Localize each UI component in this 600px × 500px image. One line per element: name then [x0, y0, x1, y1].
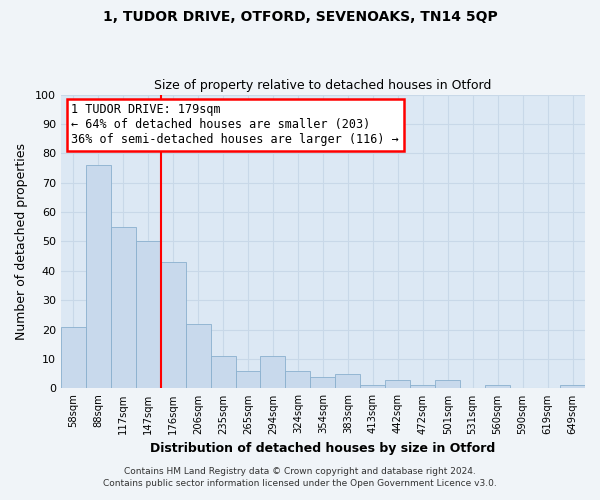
Bar	[136, 242, 161, 388]
Bar	[435, 380, 460, 388]
Bar	[161, 262, 185, 388]
Bar	[211, 356, 236, 388]
Bar	[410, 386, 435, 388]
Bar	[560, 386, 585, 388]
X-axis label: Distribution of detached houses by size in Otford: Distribution of detached houses by size …	[150, 442, 496, 455]
Bar	[185, 324, 211, 388]
Bar	[485, 386, 510, 388]
Bar	[61, 326, 86, 388]
Bar	[111, 227, 136, 388]
Text: 1 TUDOR DRIVE: 179sqm
← 64% of detached houses are smaller (203)
36% of semi-det: 1 TUDOR DRIVE: 179sqm ← 64% of detached …	[71, 104, 399, 146]
Bar	[86, 165, 111, 388]
Bar	[286, 371, 310, 388]
Text: Contains HM Land Registry data © Crown copyright and database right 2024.
Contai: Contains HM Land Registry data © Crown c…	[103, 466, 497, 487]
Bar	[236, 371, 260, 388]
Text: 1, TUDOR DRIVE, OTFORD, SEVENOAKS, TN14 5QP: 1, TUDOR DRIVE, OTFORD, SEVENOAKS, TN14 …	[103, 10, 497, 24]
Bar	[335, 374, 361, 388]
Title: Size of property relative to detached houses in Otford: Size of property relative to detached ho…	[154, 79, 491, 92]
Bar	[260, 356, 286, 388]
Bar	[361, 386, 385, 388]
Y-axis label: Number of detached properties: Number of detached properties	[15, 143, 28, 340]
Bar	[385, 380, 410, 388]
Bar	[310, 376, 335, 388]
